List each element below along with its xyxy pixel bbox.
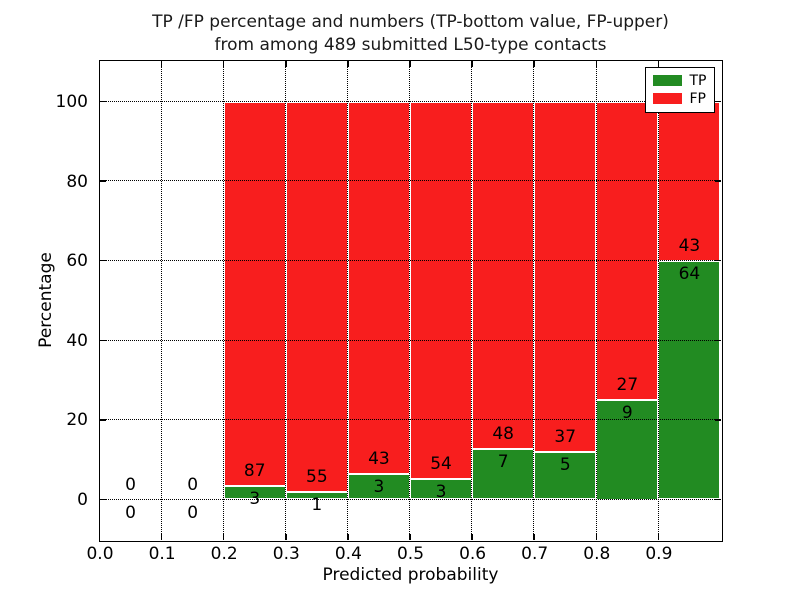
x-tick-label: 0.5 xyxy=(396,544,425,564)
y-tick-label: 0 xyxy=(77,490,88,510)
x-tick-bottom xyxy=(533,533,535,540)
legend-label-tp: TP xyxy=(689,72,707,89)
chart-title-line2: from among 489 submitted L50-type contac… xyxy=(214,35,607,55)
fp-count-label: 0 xyxy=(187,474,199,495)
bar-fp-segment xyxy=(472,101,535,449)
x-tick-bottom xyxy=(98,533,101,540)
x-tick-top xyxy=(285,60,287,67)
x-tick-bottom xyxy=(347,533,349,540)
bar-fp-segment xyxy=(658,101,721,262)
y-tick-label: 100 xyxy=(55,92,88,112)
y-tick-label: 80 xyxy=(66,171,88,192)
legend-label-fp: FP xyxy=(689,90,707,107)
vertical-gridline xyxy=(595,60,597,540)
tp-count-label: 7 xyxy=(497,451,509,472)
fp-count-label: 0 xyxy=(125,474,136,495)
x-tick-top xyxy=(222,60,225,67)
x-tick-top xyxy=(533,60,535,67)
x-tick-label: 0.6 xyxy=(459,544,487,564)
y-tick-right xyxy=(714,180,721,182)
x-tick-label: 0.7 xyxy=(521,544,549,564)
bar-fp-segment xyxy=(223,101,286,487)
y-tick-right xyxy=(714,259,721,262)
x-tick-label: 0.2 xyxy=(210,544,238,564)
bar-fp-segment xyxy=(410,101,473,479)
vertical-gridline xyxy=(347,60,349,540)
bar-fp-segment xyxy=(534,101,597,453)
x-axis-label: Predicted probability xyxy=(322,565,499,585)
x-tick-label: 0.1 xyxy=(148,544,176,564)
x-tick-top xyxy=(98,60,101,67)
legend: TP FP xyxy=(644,66,715,113)
y-tick-right xyxy=(714,339,721,342)
x-tick-bottom xyxy=(285,533,287,540)
plot-area: 0 0 0 0 87 3 55 1 43 3 54 3 48 7 37 5 27 9 43 64 TP FP xyxy=(98,59,723,542)
fp-count-label: 27 xyxy=(616,375,639,395)
y-tick-right xyxy=(714,498,721,501)
x-tick-label: 0.4 xyxy=(334,544,362,564)
legend-item-tp: TP xyxy=(652,72,714,89)
y-tick-left xyxy=(99,100,106,103)
legend-swatch-fp xyxy=(652,93,682,104)
bar-fp-segment xyxy=(596,101,659,400)
x-tick-bottom xyxy=(657,533,660,540)
bar-tp-segment xyxy=(472,448,535,500)
x-tick-top xyxy=(347,60,349,67)
x-tick-label: 0.9 xyxy=(645,544,673,564)
fp-count-label: 54 xyxy=(430,453,452,474)
fp-count-label: 43 xyxy=(678,236,701,257)
tp-count-label: 3 xyxy=(435,481,447,502)
chart-title-line1: TP /FP percentage and numbers (TP-bottom… xyxy=(152,12,669,32)
x-tick-bottom xyxy=(222,533,225,540)
tp-count-label: 5 xyxy=(559,455,571,476)
y-tick-label: 20 xyxy=(66,410,88,431)
x-tick-label: 0.0 xyxy=(86,544,114,564)
x-tick-label: 0.3 xyxy=(272,544,300,564)
y-tick-right xyxy=(714,419,721,421)
x-tick-bottom xyxy=(595,533,598,540)
y-tick-label: 60 xyxy=(66,251,88,272)
tp-count-label: 0 xyxy=(125,502,136,523)
x-tick-bottom xyxy=(409,533,411,540)
y-tick-label: 40 xyxy=(66,330,88,351)
legend-swatch-tp xyxy=(652,75,682,86)
bar-fp-segment xyxy=(285,101,348,493)
bar-tp-segment xyxy=(658,261,721,500)
x-tick-bottom xyxy=(160,533,163,540)
vertical-gridline xyxy=(533,60,535,540)
tp-count-label: 0 xyxy=(187,502,199,523)
vertical-gridline xyxy=(160,60,162,540)
tp-count-label: 9 xyxy=(621,403,633,423)
fp-count-label: 43 xyxy=(368,448,390,469)
y-tick-right xyxy=(714,100,721,103)
x-tick-label: 0.8 xyxy=(583,544,611,564)
y-tick-left xyxy=(99,419,106,421)
tp-count-label: 3 xyxy=(249,489,261,510)
y-tick-left xyxy=(99,339,106,342)
fp-count-label: 55 xyxy=(306,467,328,488)
fp-count-label: 87 xyxy=(243,461,266,482)
vertical-gridline xyxy=(222,60,224,540)
x-tick-top xyxy=(471,60,473,67)
x-tick-top xyxy=(409,60,411,67)
tp-count-label: 1 xyxy=(311,495,323,516)
x-tick-bottom xyxy=(471,533,473,540)
bar-fp-segment xyxy=(347,101,410,474)
vertical-gridline xyxy=(285,60,287,540)
vertical-gridline xyxy=(409,60,411,540)
vertical-gridline xyxy=(471,60,473,540)
y-tick-left xyxy=(99,180,106,182)
tp-count-label: 64 xyxy=(678,264,701,285)
tp-count-label: 3 xyxy=(373,476,385,497)
x-tick-top xyxy=(657,60,660,67)
fp-count-label: 37 xyxy=(554,427,577,448)
fp-count-label: 48 xyxy=(492,423,514,444)
x-tick-top xyxy=(595,60,598,67)
vertical-gridline xyxy=(657,60,659,540)
y-tick-left xyxy=(99,498,106,501)
x-tick-top xyxy=(160,60,163,67)
legend-item-fp: FP xyxy=(652,90,714,107)
y-tick-left xyxy=(99,259,106,262)
